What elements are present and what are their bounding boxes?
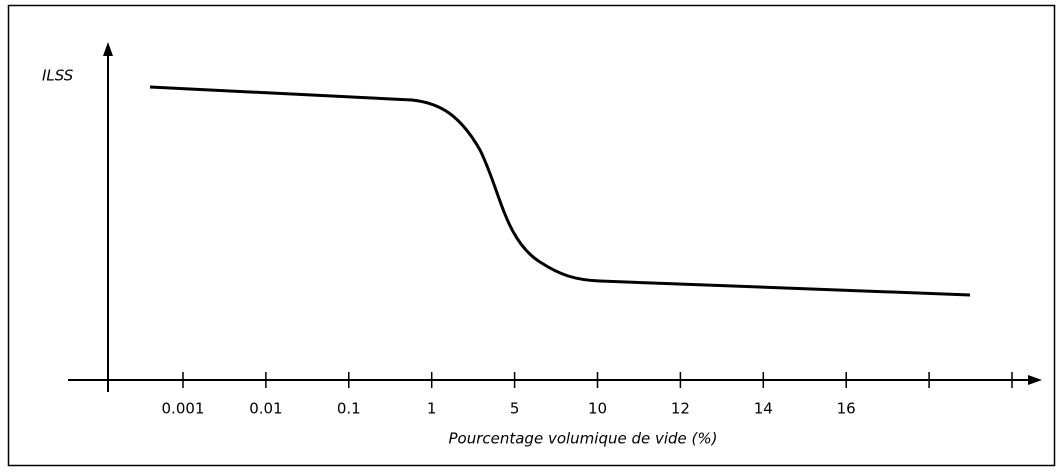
y-axis-arrow — [103, 42, 113, 56]
x-tick-label: 10 — [588, 400, 607, 418]
x-axis-arrow — [1028, 375, 1042, 385]
x-tick-label: 0.01 — [249, 400, 282, 418]
x-tick-label: 16 — [837, 400, 856, 418]
x-tick-label: 0.001 — [162, 400, 205, 418]
curve — [149, 85, 971, 297]
x-tick-label: 14 — [754, 400, 773, 418]
x-tick-label: 12 — [671, 400, 690, 418]
x-axis-title: Pourcentage volumique de vide (%) — [448, 430, 717, 448]
x-tick-label: 1 — [427, 400, 437, 418]
y-axis-title: ILSS — [42, 67, 74, 85]
frame — [7, 4, 1056, 467]
x-tick-label: 5 — [510, 400, 520, 418]
x-tick-label: 0.1 — [337, 400, 361, 418]
